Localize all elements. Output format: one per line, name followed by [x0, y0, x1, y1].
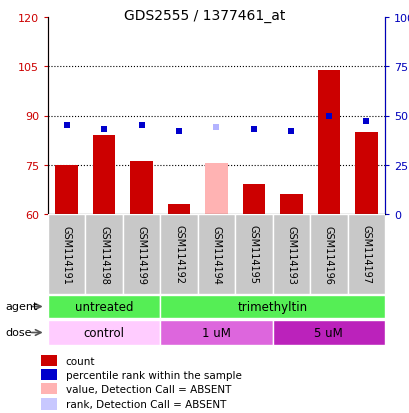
Text: control: control — [83, 326, 124, 339]
Text: GSM114194: GSM114194 — [211, 225, 221, 284]
Bar — [197, 214, 235, 294]
Bar — [160, 296, 384, 318]
Text: dose: dose — [5, 328, 31, 338]
Bar — [160, 214, 197, 294]
Bar — [48, 214, 85, 294]
Text: GSM114197: GSM114197 — [360, 225, 371, 284]
Bar — [235, 214, 272, 294]
Bar — [130, 162, 153, 214]
Text: GSM114198: GSM114198 — [99, 225, 109, 284]
Text: percentile rank within the sample: percentile rank within the sample — [65, 370, 241, 380]
Bar — [167, 205, 190, 214]
Bar — [123, 214, 160, 294]
Bar — [279, 195, 302, 214]
Bar — [48, 320, 160, 345]
Text: GSM114192: GSM114192 — [174, 225, 184, 284]
Bar — [41, 383, 57, 394]
Bar — [85, 214, 123, 294]
Text: GSM114199: GSM114199 — [136, 225, 146, 284]
Text: GSM114191: GSM114191 — [62, 225, 72, 284]
Text: 1 uM: 1 uM — [202, 326, 230, 339]
Bar — [41, 369, 57, 380]
Bar — [41, 355, 57, 366]
Text: 5 uM: 5 uM — [314, 326, 342, 339]
Text: GSM114195: GSM114195 — [248, 225, 258, 284]
Text: agent: agent — [5, 302, 37, 312]
Bar — [347, 214, 384, 294]
Text: count: count — [65, 356, 95, 366]
Text: GSM114193: GSM114193 — [286, 225, 296, 284]
Bar — [205, 164, 227, 214]
Bar — [272, 214, 309, 294]
Bar — [55, 165, 78, 214]
Text: GDS2555 / 1377461_at: GDS2555 / 1377461_at — [124, 9, 285, 23]
Bar — [93, 136, 115, 214]
Bar — [309, 214, 347, 294]
Bar — [354, 133, 377, 214]
Text: rank, Detection Call = ABSENT: rank, Detection Call = ABSENT — [65, 399, 225, 409]
Text: GSM114196: GSM114196 — [323, 225, 333, 284]
Bar — [160, 320, 272, 345]
Bar — [41, 398, 57, 410]
Text: untreated: untreated — [75, 300, 133, 313]
Bar — [272, 320, 384, 345]
Text: trimethyltin: trimethyltin — [237, 300, 307, 313]
Bar — [48, 296, 160, 318]
Bar — [317, 70, 339, 214]
Text: value, Detection Call = ABSENT: value, Detection Call = ABSENT — [65, 384, 230, 394]
Bar — [242, 185, 265, 214]
